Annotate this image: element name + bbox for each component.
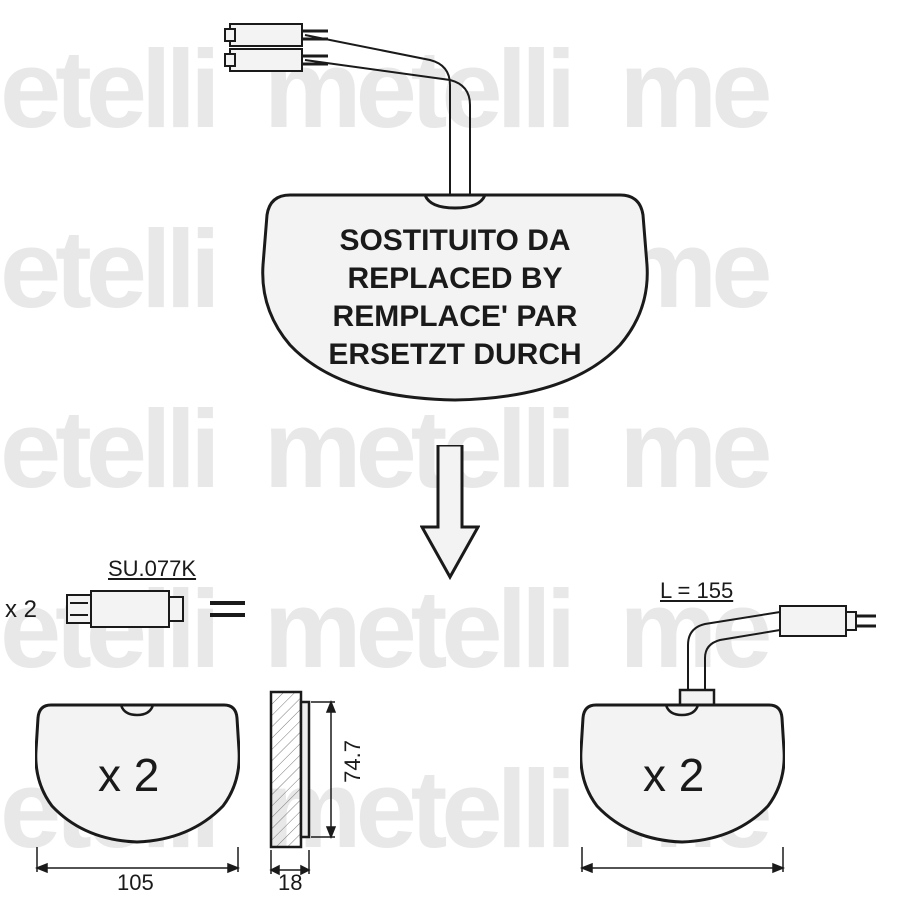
dim-height-74-7: 74.7	[340, 740, 366, 783]
dim-thickness-18: 18	[278, 870, 302, 896]
diagram-content: SOSTITUITO DA REPLACED BY REMPLACE' PAR …	[0, 0, 900, 898]
main-pad-text: SOSTITUITO DA REPLACED BY REMPLACE' PAR …	[260, 190, 650, 405]
sensor-code-label: SU.077K	[108, 556, 196, 582]
text-line-4: ERSETZT DURCH	[328, 336, 581, 374]
sensor-connector-icon	[55, 585, 255, 635]
pad-side-view	[265, 688, 355, 888]
left-pad-qty: x 2	[98, 748, 159, 802]
dim-width-105: 105	[117, 870, 154, 896]
text-line-1: SOSTITUITO DA	[339, 222, 570, 260]
text-line-2: REPLACED BY	[347, 260, 562, 298]
right-pad-qty: x 2	[643, 748, 704, 802]
main-brake-pad: SOSTITUITO DA REPLACED BY REMPLACE' PAR …	[260, 190, 650, 405]
text-line-3: REMPLACE' PAR	[333, 298, 578, 336]
sensor-qty-left: x 2	[5, 596, 37, 624]
down-arrow-icon	[420, 445, 480, 585]
